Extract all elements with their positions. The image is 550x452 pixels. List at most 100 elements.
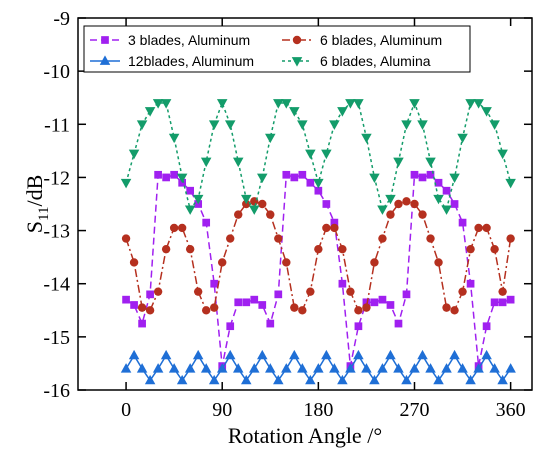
series-3 xyxy=(120,99,516,215)
data-point xyxy=(330,218,339,227)
data-point xyxy=(177,223,187,233)
data-point xyxy=(289,107,300,117)
legend-item: 12blades, Aluminum xyxy=(90,53,254,69)
data-point xyxy=(168,363,180,373)
data-point xyxy=(266,210,275,219)
data-point xyxy=(201,306,211,315)
data-point xyxy=(409,363,420,373)
data-point xyxy=(128,349,140,360)
data-point xyxy=(497,374,508,385)
data-point xyxy=(386,210,395,219)
data-point xyxy=(506,295,515,304)
data-point xyxy=(465,99,476,109)
data-point xyxy=(200,363,212,373)
data-point xyxy=(240,374,252,385)
data-point xyxy=(274,290,283,299)
data-point xyxy=(314,186,323,195)
data-point xyxy=(273,99,284,109)
series-line xyxy=(125,200,512,312)
data-point xyxy=(122,295,130,304)
data-point xyxy=(362,303,371,312)
legend-item: 6 blades, Aluminum xyxy=(282,32,442,48)
data-point xyxy=(369,173,380,184)
data-point xyxy=(353,99,364,109)
data-point xyxy=(425,363,436,373)
y-axis-title-main: S xyxy=(22,221,47,233)
data-point xyxy=(458,218,467,227)
data-point xyxy=(257,349,268,360)
legend-label: 3 blades, Aluminum xyxy=(128,32,250,48)
data-point xyxy=(417,349,428,360)
data-point xyxy=(465,374,476,385)
data-point xyxy=(434,258,443,267)
data-point xyxy=(497,149,508,160)
data-point xyxy=(314,244,323,254)
data-point xyxy=(216,363,228,373)
data-point xyxy=(306,287,315,296)
data-point xyxy=(129,258,139,267)
y-tick-label: -16 xyxy=(43,380,70,402)
data-point xyxy=(154,170,162,179)
data-point xyxy=(338,244,347,254)
data-point xyxy=(354,306,363,315)
series-2 xyxy=(120,349,516,385)
data-point xyxy=(273,374,284,385)
data-point xyxy=(490,244,499,254)
data-point xyxy=(210,303,219,312)
data-point xyxy=(329,363,340,373)
data-point xyxy=(208,120,220,130)
data-point xyxy=(170,170,178,179)
data-point xyxy=(345,363,356,373)
legend-label: 6 blades, Alumina xyxy=(320,53,431,69)
data-point xyxy=(265,133,276,144)
data-point xyxy=(192,349,204,360)
y-axis-title: S11/dB xyxy=(22,175,52,234)
data-point xyxy=(144,107,156,117)
x-tick-label: 0 xyxy=(121,399,131,421)
data-point xyxy=(184,205,196,215)
legend-marker xyxy=(101,36,109,44)
data-point xyxy=(120,178,132,189)
data-point xyxy=(202,218,211,227)
data-point xyxy=(121,234,131,243)
data-point xyxy=(394,319,403,328)
data-point xyxy=(168,133,180,144)
data-point xyxy=(265,363,276,373)
x-tick-label: 180 xyxy=(303,399,333,421)
data-point xyxy=(481,349,492,360)
data-point xyxy=(305,374,316,385)
x-tick-label: 270 xyxy=(399,399,429,421)
data-point xyxy=(249,205,260,215)
legend-item: 6 blades, Alumina xyxy=(282,53,431,69)
data-point xyxy=(208,374,220,385)
data-point xyxy=(128,149,140,160)
data-point xyxy=(441,205,452,215)
data-point xyxy=(290,303,299,312)
data-point xyxy=(176,374,188,385)
data-point xyxy=(458,287,467,296)
data-point xyxy=(482,223,491,233)
legend-label: 6 blades, Aluminum xyxy=(320,32,442,48)
x-tick-label: 90 xyxy=(212,399,232,421)
data-point xyxy=(120,363,132,373)
data-point xyxy=(505,363,516,373)
data-point xyxy=(200,157,212,168)
data-point xyxy=(290,173,299,182)
data-point xyxy=(184,363,196,373)
data-point xyxy=(457,133,468,144)
y-tick-label: -13 xyxy=(43,221,70,243)
data-point xyxy=(224,120,236,130)
data-point xyxy=(474,223,483,233)
data-point xyxy=(185,244,195,254)
y-axis-title-rest: /dB xyxy=(22,175,47,207)
data-point xyxy=(242,298,251,307)
data-point xyxy=(426,170,435,179)
data-point xyxy=(466,279,475,288)
y-tick-label: -12 xyxy=(43,167,70,189)
plot-frame xyxy=(77,17,533,391)
data-point xyxy=(473,363,484,373)
x-tick-label: 360 xyxy=(496,399,526,421)
data-point xyxy=(176,173,188,184)
data-point xyxy=(321,349,332,360)
